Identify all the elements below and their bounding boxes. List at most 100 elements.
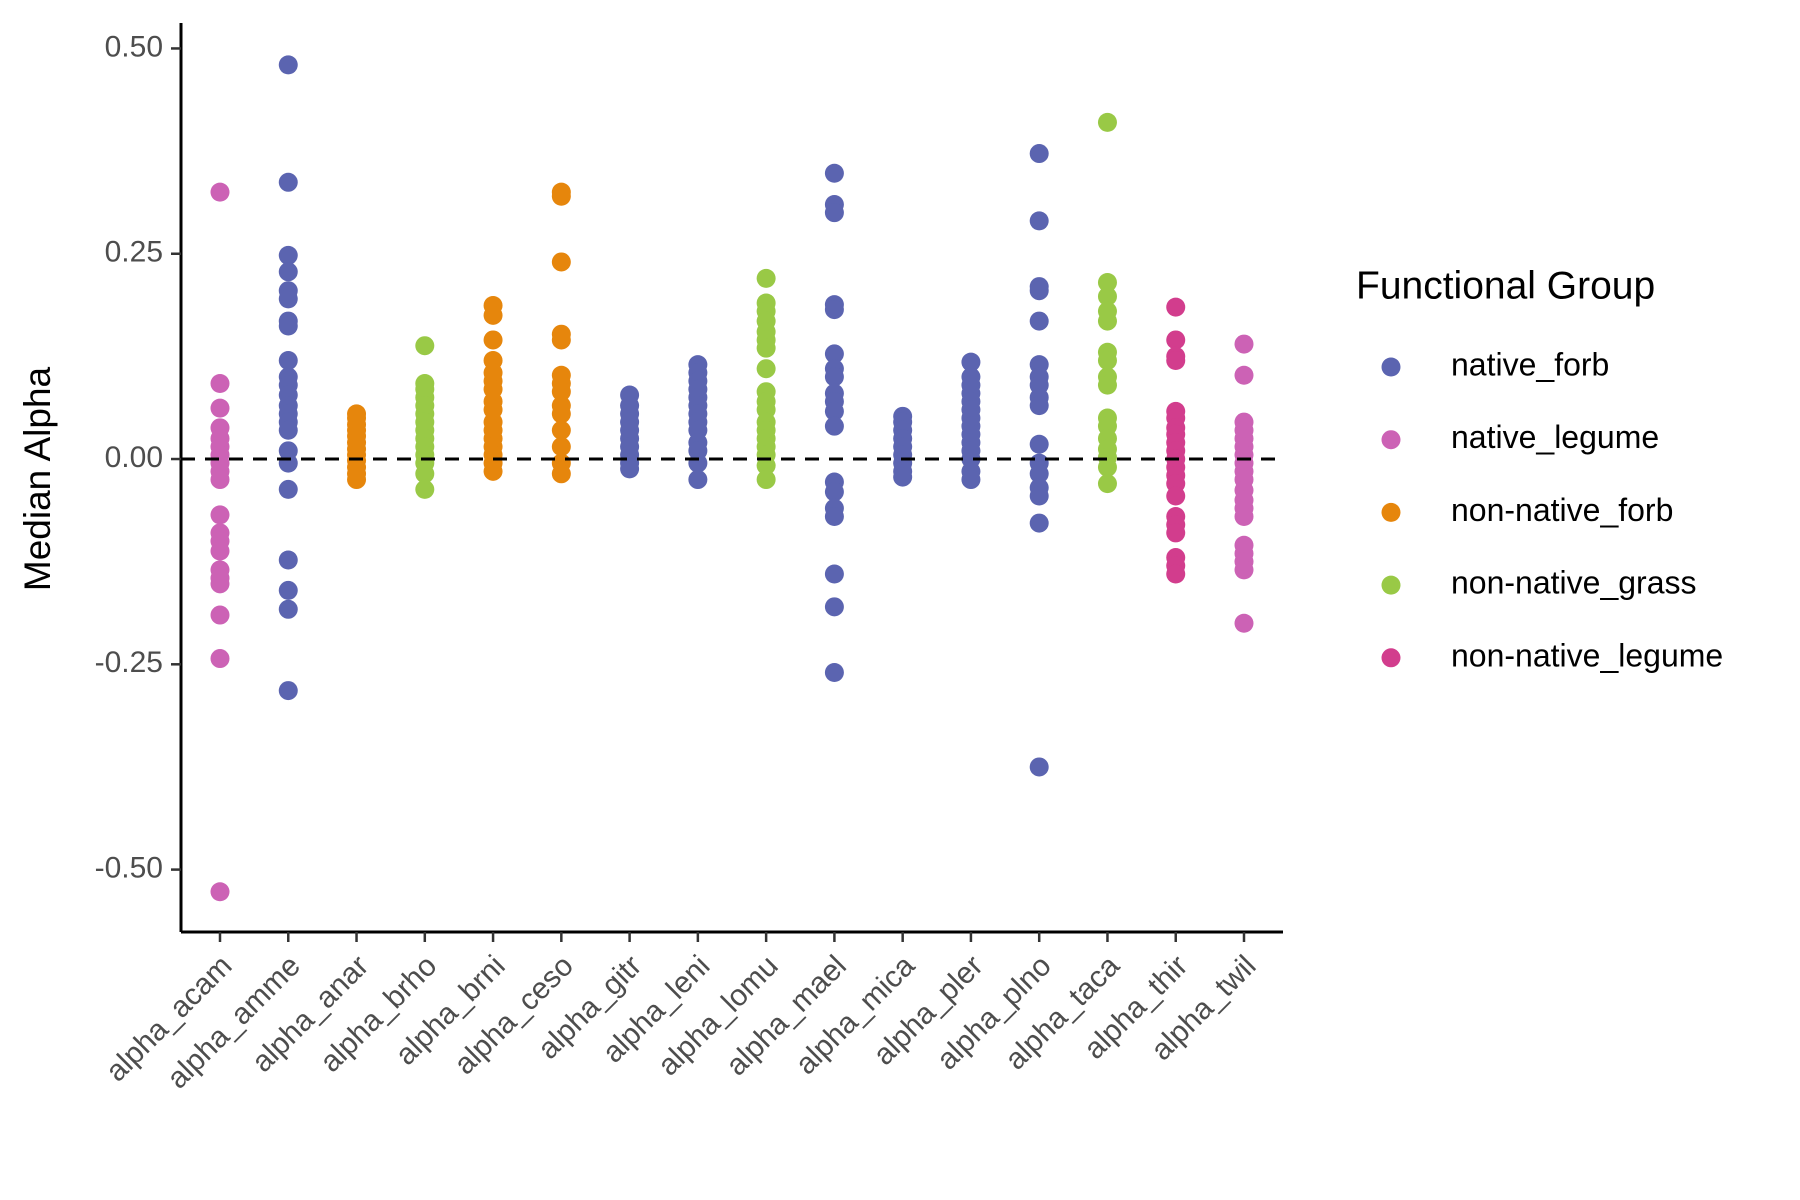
point bbox=[893, 467, 913, 487]
point bbox=[1029, 513, 1049, 533]
point bbox=[824, 507, 844, 527]
point bbox=[824, 663, 844, 683]
point bbox=[824, 163, 844, 183]
point bbox=[278, 550, 298, 570]
point bbox=[347, 470, 367, 490]
legend-title: Functional Group bbox=[1356, 264, 1655, 307]
point bbox=[1166, 523, 1186, 543]
point bbox=[278, 316, 298, 336]
point bbox=[278, 580, 298, 600]
point bbox=[1166, 564, 1186, 584]
y-tick-label: 0.25 bbox=[105, 236, 163, 269]
point bbox=[756, 359, 776, 379]
point bbox=[278, 420, 298, 440]
legend-label: native_forb bbox=[1451, 346, 1609, 382]
point bbox=[278, 245, 298, 265]
point bbox=[824, 401, 844, 421]
point bbox=[1097, 474, 1117, 494]
point bbox=[1029, 434, 1049, 454]
point bbox=[1097, 375, 1117, 395]
point bbox=[1097, 286, 1117, 306]
legend-label: non-native_grass bbox=[1451, 565, 1696, 601]
legend-swatch bbox=[1381, 430, 1401, 450]
point bbox=[278, 453, 298, 473]
point bbox=[415, 464, 435, 484]
point bbox=[824, 300, 844, 320]
point bbox=[415, 336, 435, 356]
point bbox=[1029, 464, 1049, 484]
point bbox=[1029, 396, 1049, 416]
point bbox=[1097, 350, 1117, 370]
point bbox=[278, 55, 298, 75]
point bbox=[824, 416, 844, 436]
point bbox=[210, 605, 230, 625]
point bbox=[551, 404, 571, 424]
point bbox=[1029, 144, 1049, 164]
point bbox=[278, 289, 298, 309]
point bbox=[551, 437, 571, 457]
point bbox=[1029, 757, 1049, 777]
y-tick-label: -0.50 bbox=[95, 852, 163, 885]
point bbox=[1097, 272, 1117, 292]
point bbox=[1166, 350, 1186, 370]
point bbox=[1166, 330, 1186, 350]
legend-label: non-native_forb bbox=[1451, 492, 1673, 528]
point bbox=[483, 305, 503, 325]
point bbox=[756, 338, 776, 358]
point bbox=[278, 599, 298, 619]
point bbox=[1234, 365, 1254, 385]
point bbox=[1097, 112, 1117, 132]
point bbox=[210, 574, 230, 594]
point bbox=[688, 453, 708, 473]
point bbox=[551, 464, 571, 484]
point bbox=[210, 505, 230, 525]
point bbox=[1234, 334, 1254, 354]
point bbox=[1166, 297, 1186, 317]
point bbox=[210, 373, 230, 393]
legend-swatch bbox=[1381, 357, 1401, 377]
y-tick-label: -0.25 bbox=[95, 646, 163, 679]
point bbox=[824, 482, 844, 502]
point bbox=[1234, 507, 1254, 527]
point bbox=[551, 382, 571, 402]
point bbox=[210, 649, 230, 669]
point bbox=[551, 420, 571, 440]
point bbox=[961, 352, 981, 372]
point bbox=[1029, 311, 1049, 331]
legend-label: native_legume bbox=[1451, 419, 1659, 455]
point bbox=[1097, 311, 1117, 331]
point bbox=[1029, 281, 1049, 301]
point bbox=[1166, 486, 1186, 506]
point bbox=[210, 541, 230, 561]
point bbox=[278, 479, 298, 499]
point bbox=[278, 262, 298, 282]
point bbox=[278, 350, 298, 370]
legend-swatch bbox=[1381, 648, 1401, 668]
point bbox=[210, 470, 230, 490]
point bbox=[278, 172, 298, 192]
point bbox=[483, 461, 503, 481]
point bbox=[756, 268, 776, 288]
point bbox=[415, 479, 435, 499]
y-axis-label: Median Alpha bbox=[17, 366, 58, 591]
point bbox=[551, 186, 571, 206]
legend-label: non-native_legume bbox=[1451, 637, 1723, 673]
point bbox=[756, 456, 776, 476]
point bbox=[756, 470, 776, 490]
point bbox=[1029, 486, 1049, 506]
point bbox=[824, 344, 844, 364]
point bbox=[688, 470, 708, 490]
point bbox=[1234, 560, 1254, 580]
point bbox=[1097, 457, 1117, 477]
point bbox=[210, 882, 230, 902]
point bbox=[210, 398, 230, 418]
y-tick-label: 0.50 bbox=[105, 30, 163, 63]
point bbox=[551, 252, 571, 272]
point bbox=[483, 330, 503, 350]
legend-swatch bbox=[1381, 502, 1401, 522]
point bbox=[824, 597, 844, 617]
point bbox=[210, 182, 230, 202]
point bbox=[824, 564, 844, 584]
